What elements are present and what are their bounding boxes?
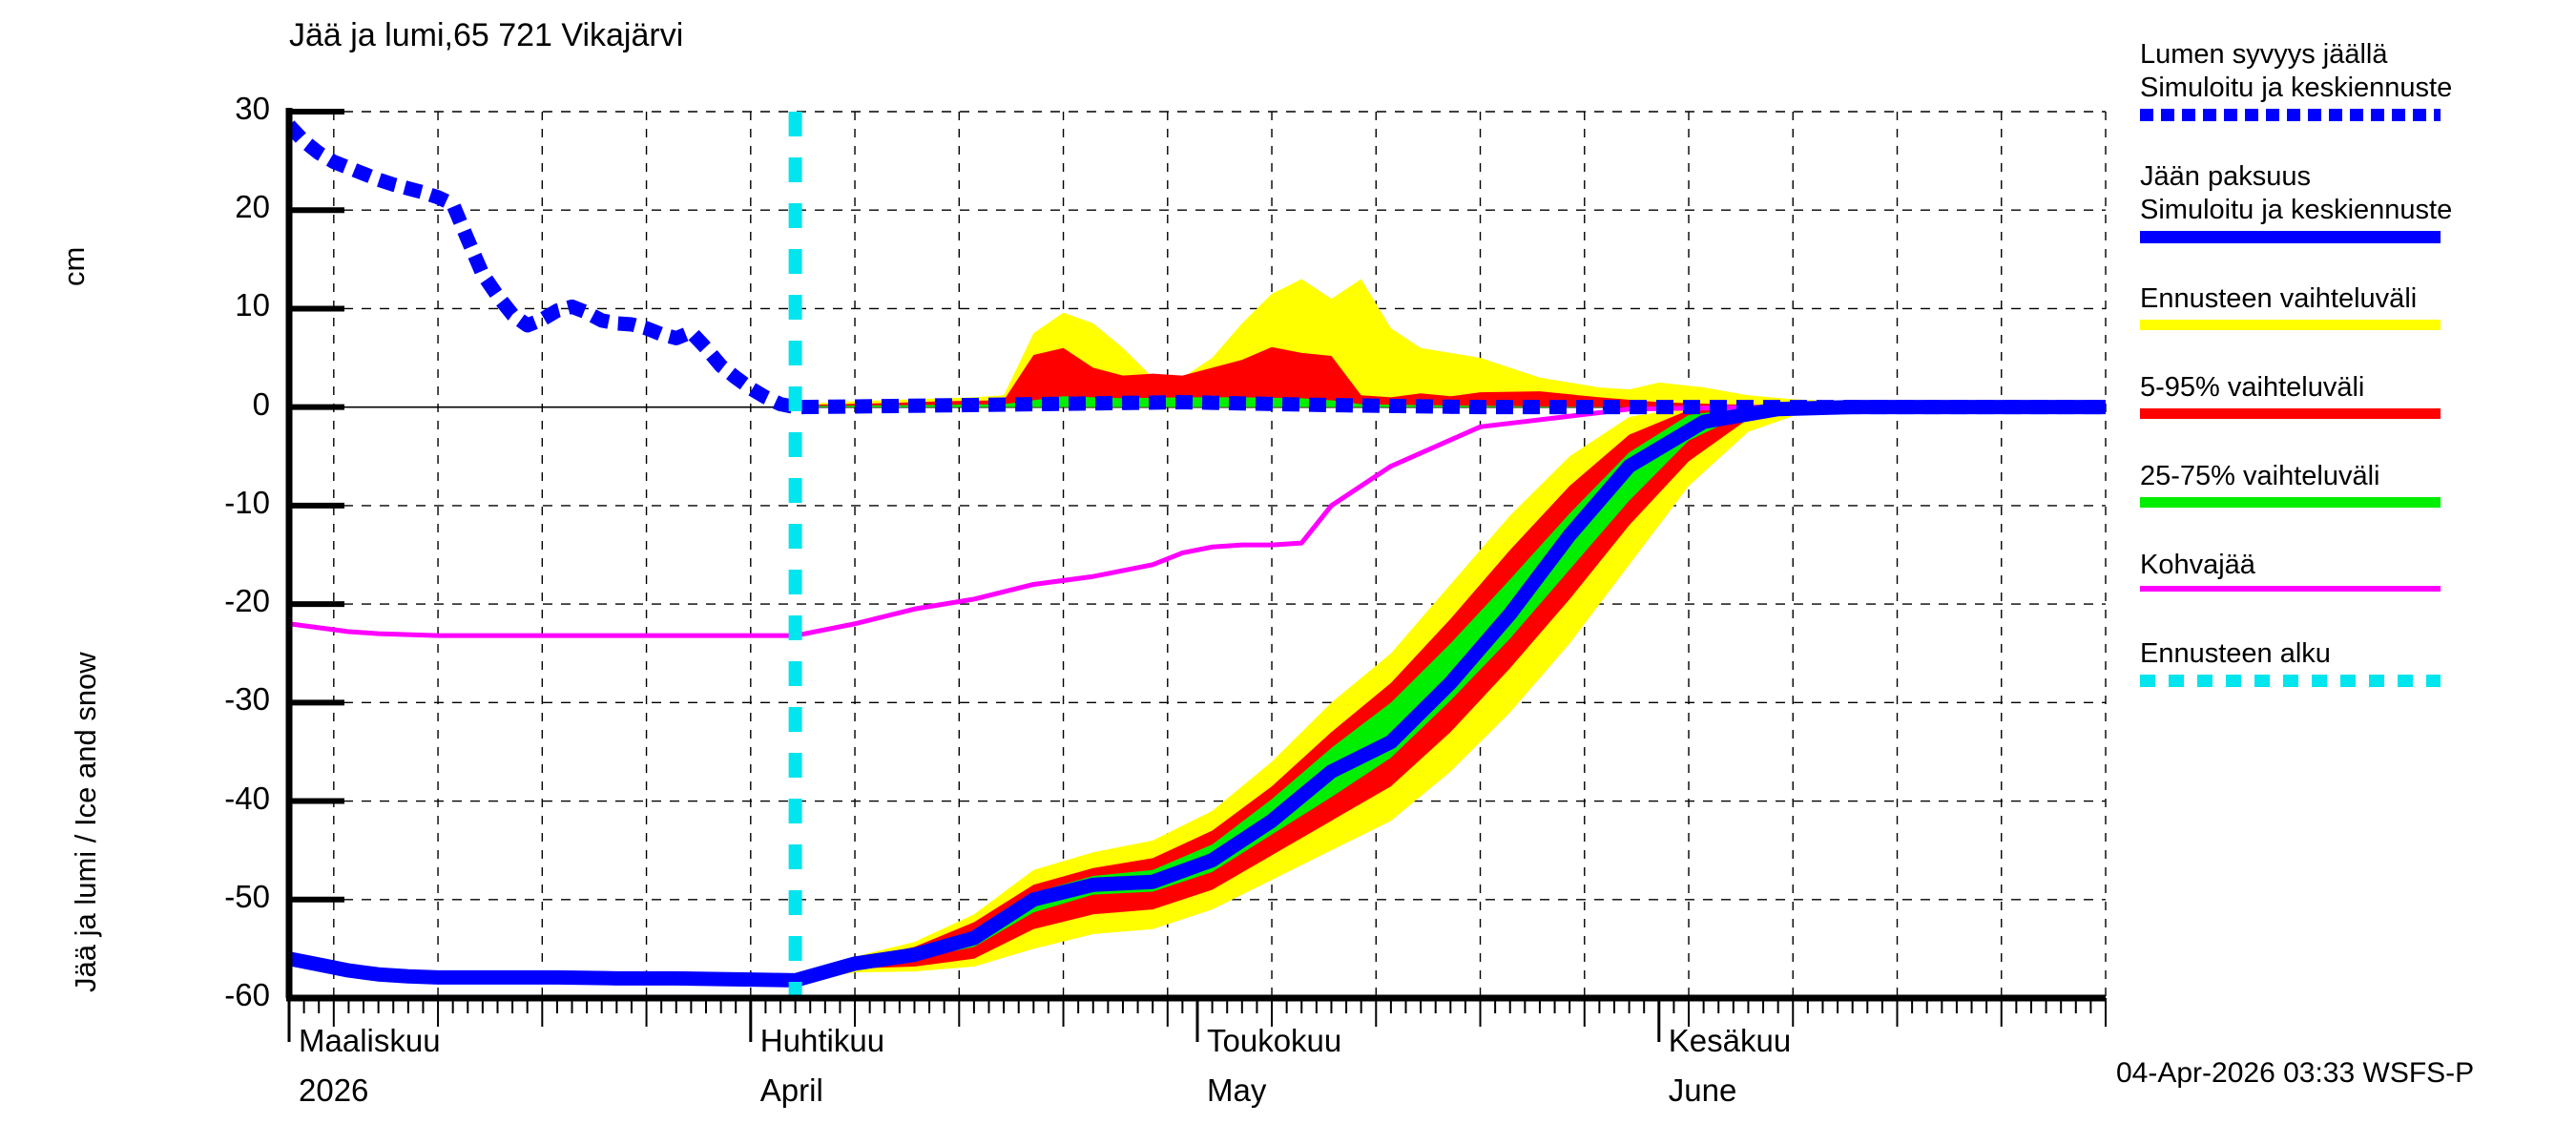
- legend-swatch-slush-ice: [2140, 586, 2441, 592]
- legend-label-forecast-range: Ennusteen vaihteluväli: [2140, 283, 2418, 314]
- y-axis-unit: cm: [57, 246, 91, 286]
- x-tick-label-en: June: [1668, 1072, 1737, 1108]
- legend-label-ice-thickness: Jään paksuus: [2140, 161, 2311, 192]
- x-tick-label-fi: Huhtikuu: [759, 1023, 885, 1058]
- legend-swatch-range-25-75: [2140, 497, 2441, 508]
- x-tick-label-en: April: [759, 1072, 823, 1108]
- legend-swatch-ice-thickness: [2140, 231, 2441, 243]
- band-snow-forecast-range-yellow: [795, 279, 2106, 407]
- y-axis-label: Jää ja lumi / Ice and snow: [69, 652, 102, 992]
- y-tick-label: 0: [252, 385, 270, 422]
- timestamp-label: 04-Apr-2026 03:33 WSFS-P: [2116, 1057, 2475, 1089]
- legend-swatch-range-5-95: [2140, 408, 2441, 419]
- legend-swatch-forecast-range: [2140, 320, 2441, 330]
- page-title: Jää ja lumi,65 721 Vikajärvi: [289, 17, 684, 53]
- series-slush-ice: [289, 405, 2106, 638]
- legend-label-range-25-75: 25-75% vaihteluväli: [2140, 461, 2380, 491]
- legend-label-range-5-95: 5-95% vaihteluväli: [2140, 372, 2365, 403]
- legend-sublabel-snow-depth-on-ice: Simuloitu ja keskiennuste: [2140, 73, 2453, 103]
- y-tick-label: -40: [224, 780, 270, 816]
- legend-label-forecast-start: Ennusteen alku: [2140, 638, 2331, 669]
- y-tick-label: -50: [224, 878, 270, 914]
- legend-swatch-forecast-start: [2140, 675, 2441, 687]
- y-tick-label: 20: [235, 189, 270, 225]
- series-ice-thickness: [289, 400, 2106, 988]
- band-layer: [795, 279, 2106, 983]
- y-tick-label: -30: [224, 681, 270, 718]
- x-tick-label-en: May: [1207, 1072, 1267, 1108]
- legend-swatch-snow-depth-on-ice: [2140, 109, 2441, 121]
- y-tick-label: -60: [224, 977, 270, 1012]
- x-tick-label-fi: Toukokuu: [1207, 1023, 1342, 1058]
- y-tick-label: -20: [224, 583, 270, 619]
- legend-label-snow-depth-on-ice: Lumen syvyys jäällä: [2140, 39, 2388, 70]
- y-tick-label: 10: [235, 287, 270, 323]
- grid-layer: [289, 111, 2107, 999]
- line-layer: [289, 112, 2106, 998]
- x-tick-label-fi: Kesäkuu: [1668, 1023, 1792, 1058]
- series-snow-depth: [289, 120, 2106, 415]
- x-tick-label-fi: Maaliskuu: [299, 1023, 441, 1058]
- x-tick-label-en: 2026: [299, 1072, 369, 1108]
- legend-label-slush-ice: Kohvajää: [2140, 550, 2255, 580]
- axis-layer: [285, 108, 2107, 1042]
- band-ice-25-75-green: [795, 406, 2106, 982]
- legend-sublabel-ice-thickness: Simuloitu ja keskiennuste: [2140, 195, 2453, 225]
- band-snow-5-95-red: [795, 346, 2106, 407]
- y-tick-label: -10: [224, 484, 270, 520]
- y-tick-label: 30: [235, 91, 270, 126]
